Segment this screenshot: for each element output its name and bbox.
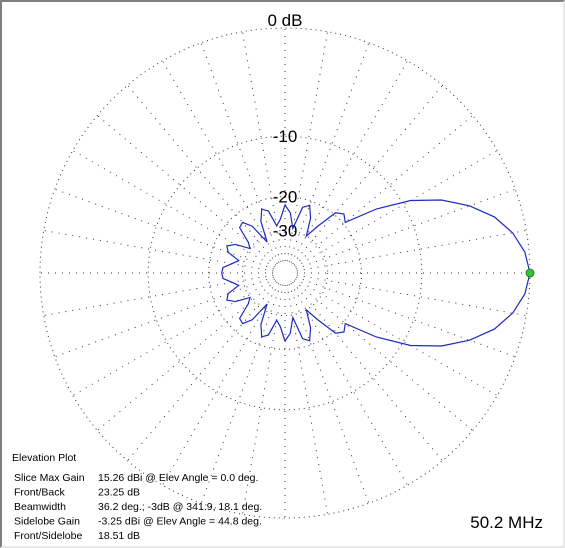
spoke <box>293 280 474 431</box>
info-value: 18.51 dB <box>98 530 140 542</box>
grid-ring <box>147 135 423 411</box>
spoke <box>292 281 443 462</box>
info-key: Front/Sidelobe <box>14 530 82 542</box>
spoke <box>127 281 278 462</box>
spoke <box>288 284 370 504</box>
pattern-line <box>221 199 531 347</box>
spoke <box>162 60 280 263</box>
grid: 0 dB -10 -20 -30 <box>39 11 531 519</box>
info-key: Front/Back <box>14 487 66 499</box>
info-value: 36.2 deg.; -3dB @ 341.9, 18.1 deg. <box>98 501 262 513</box>
spoke <box>127 84 278 265</box>
info-value: 23.25 dB <box>98 487 140 499</box>
spoke <box>295 150 498 268</box>
spoke <box>296 229 527 272</box>
spoke <box>72 150 275 268</box>
info-value: -3.25 dBi @ Elev Angle = 44.8 deg. <box>98 516 262 528</box>
spoke <box>162 283 280 486</box>
spoke <box>43 229 274 272</box>
info-key: Slice Max Gain <box>14 472 85 484</box>
r-tick-label: -10 <box>273 127 298 146</box>
grid-ring <box>241 229 329 317</box>
frequency: 50.2 MHz <box>470 513 543 532</box>
info-value: 15.26 dBi @ Elev Angle = 0.0 deg. <box>98 472 258 484</box>
grid-ring <box>39 27 531 519</box>
marks <box>221 199 535 347</box>
info-table: Slice Max Gain 15.26 dBi @ Elev Angle = 0… <box>14 472 262 542</box>
spoke <box>290 60 408 263</box>
spoke <box>43 274 274 317</box>
spoke <box>296 274 527 317</box>
grid-ring <box>208 196 362 350</box>
spoke <box>293 115 474 266</box>
r-tick-label: 0 dB <box>268 11 303 30</box>
spoke <box>290 283 408 486</box>
spoke <box>292 84 443 265</box>
r-tick-label: -20 <box>273 188 298 207</box>
spoke <box>72 278 275 396</box>
info-key: Beamwidth <box>14 501 66 513</box>
spoke <box>295 278 498 396</box>
spoke <box>288 42 370 262</box>
info-key: Sidelobe Gain <box>14 516 80 528</box>
max-gain-marker <box>525 268 535 278</box>
r-tick-label: -30 <box>273 221 298 240</box>
info-title: Elevation Plot <box>12 452 76 464</box>
